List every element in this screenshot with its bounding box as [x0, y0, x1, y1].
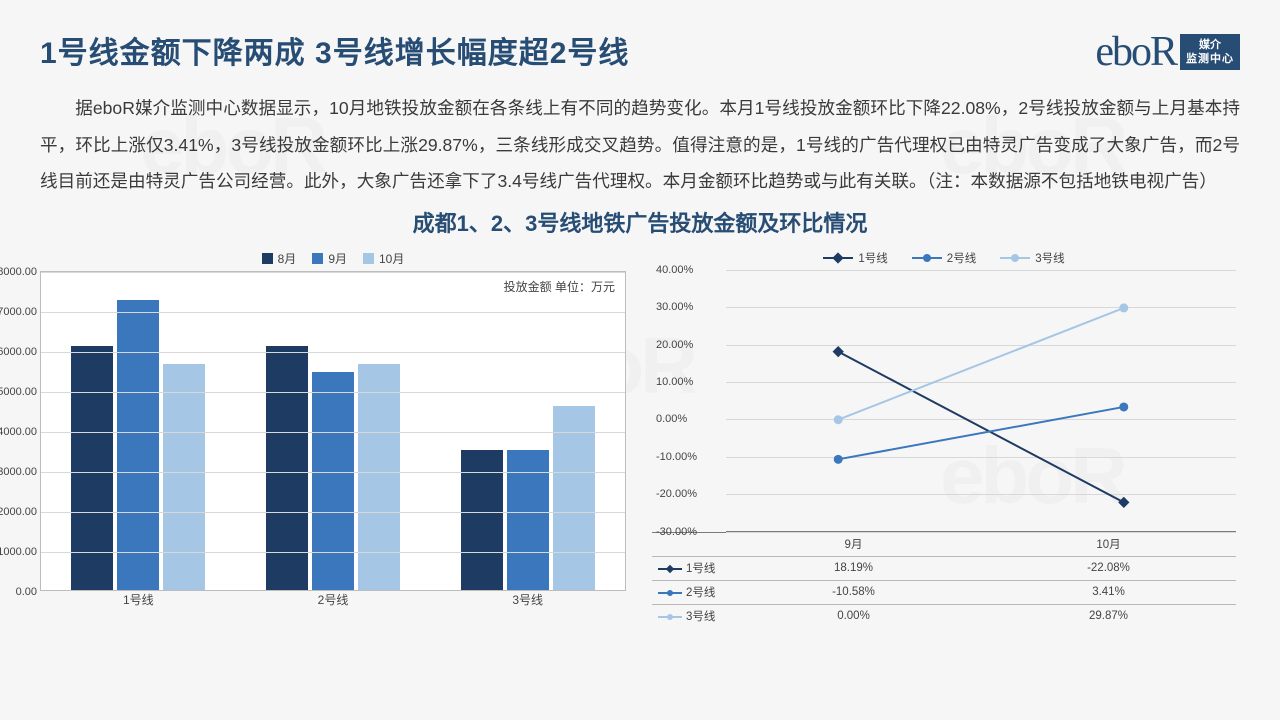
bar-chart: 8月 9月 10月 投放金额 单位：万元 1号线2号线3号线 0.001000.00… — [40, 250, 626, 612]
line-plot: -30.00%-20.00%-10.00%0.00%10.00%20.00%30… — [652, 270, 1236, 532]
legend-item: 8月 — [262, 250, 297, 267]
bar — [358, 364, 400, 590]
table-cell: -10.58% — [726, 580, 981, 604]
y-axis-label: 1000.00 — [0, 546, 37, 558]
bar-plot: 投放金额 单位：万元 1号线2号线3号线 0.001000.002000.003… — [40, 271, 626, 591]
y-axis-label: 8000.00 — [0, 266, 37, 278]
bar — [71, 346, 113, 590]
y-axis-label: -20.00% — [656, 488, 697, 500]
bar-group: 1号线 — [41, 272, 236, 590]
y-axis-label: 6000.00 — [0, 346, 37, 358]
y-axis-label: 3000.00 — [0, 466, 37, 478]
bar — [553, 406, 595, 590]
line-legend: 1号线 2号线 3号线 — [652, 250, 1236, 266]
bar — [507, 450, 549, 590]
y-axis-label: 5000.00 — [0, 386, 37, 398]
y-axis-label: 0.00 — [16, 586, 37, 598]
y-axis-label: -10.00% — [656, 451, 697, 463]
bar — [163, 364, 205, 590]
table-cell: 3.41% — [981, 580, 1236, 604]
bar-group: 3号线 — [430, 272, 625, 590]
table-cell: 0.00% — [726, 604, 981, 628]
y-axis-label: 7000.00 — [0, 306, 37, 318]
legend-item: 3号线 — [1000, 250, 1064, 266]
y-axis-label: 40.00% — [656, 264, 693, 276]
x-axis-label: 3号线 — [430, 591, 625, 608]
bar — [266, 346, 308, 590]
y-axis-label: 10.00% — [656, 376, 693, 388]
bar — [312, 372, 354, 590]
body-paragraph: 据eboR媒介监测中心数据显示，10月地铁投放金额在各条线上有不同的趋势变化。本… — [40, 90, 1240, 200]
legend-item: 10月 — [363, 250, 404, 267]
legend-item: 9月 — [312, 250, 347, 267]
table-row-label: 2号线 — [652, 580, 726, 604]
line-plot-svg — [726, 270, 1236, 532]
legend-item: 2号线 — [912, 250, 976, 266]
y-axis-label: -30.00% — [656, 526, 697, 538]
legend-item: 1号线 — [823, 250, 887, 266]
logo-badge: 媒介 监测中心 — [1180, 34, 1240, 71]
y-axis-label: 4000.00 — [0, 426, 37, 438]
table-row-label: 1号线 — [652, 556, 726, 580]
y-axis-label: 0.00% — [656, 413, 687, 425]
y-axis-label: 2000.00 — [0, 506, 37, 518]
logo-badge-l2: 监测中心 — [1186, 53, 1234, 65]
page-title: 1号线金额下降两成 3号线增长幅度超2号线 — [40, 28, 629, 72]
logo-text: eboR — [1095, 28, 1176, 76]
bar — [461, 450, 503, 590]
line-chart: 1号线2号线3号线 -30.00%-20.00%-10.00%0.00%10.0… — [652, 250, 1236, 610]
x-axis-label: 1号线 — [41, 591, 236, 608]
y-axis-label: 20.00% — [656, 339, 693, 351]
logo: eboR 媒介 监测中心 — [1095, 28, 1240, 76]
table-cell: 29.87% — [981, 604, 1236, 628]
logo-badge-l1: 媒介 — [1199, 39, 1221, 51]
table-cell: -22.08% — [981, 556, 1236, 580]
line-data-table: 9月10月1号线18.19%-22.08%2号线-10.58%3.41%3号线0… — [652, 532, 1236, 628]
table-row-label: 3号线 — [652, 604, 726, 628]
bar — [117, 300, 159, 590]
x-axis-label: 2号线 — [236, 591, 431, 608]
bar-legend: 8月 9月 10月 — [40, 250, 626, 267]
y-axis-label: 30.00% — [656, 301, 693, 313]
table-cell: 18.19% — [726, 556, 981, 580]
bar-group: 2号线 — [236, 272, 431, 590]
chart-title: 成都1、2、3号线地铁广告投放金额及环比情况 — [40, 206, 1240, 238]
